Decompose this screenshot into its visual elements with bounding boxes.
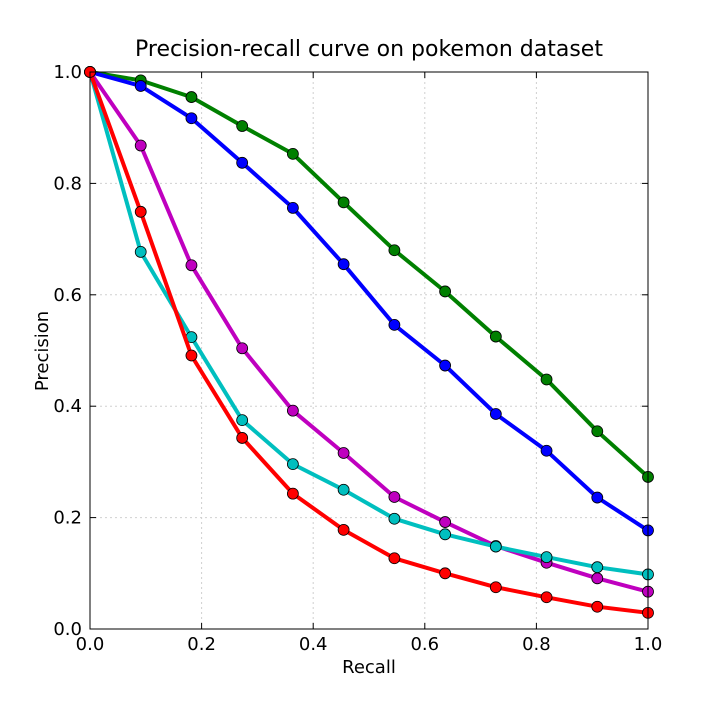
data-point-red [540,591,553,604]
data-point-blue [185,112,198,125]
data-point-green [489,330,502,343]
data-point-cyan [286,458,299,471]
series-line-magenta [88,70,649,594]
data-point-blue [388,318,401,331]
data-point-red [337,523,350,536]
data-point-magenta [388,491,401,503]
data-point-red [236,432,249,444]
data-point-cyan [134,246,147,258]
series-red [84,66,654,619]
data-point-red [185,349,198,362]
ticks: 0.0 0.2 0.4 0.6 0.8 1.0 0.0 0.2 0.4 0.6 0.8 1.0 [53,62,662,655]
data-point-cyan [388,512,401,525]
data-point-green [286,147,299,160]
x-tick-label: 0.6 [410,634,439,655]
data-point-blue [540,444,553,457]
y-tick-label: 1.0 [53,62,82,83]
y-tick-label: 0.0 [53,619,82,640]
chart-title: Precision-recall curve on pokemon datase… [135,37,603,62]
series-line-red [88,71,649,615]
data-point-red [439,567,452,580]
y-tick-label: 0.8 [53,173,82,194]
plot-frame [89,71,649,630]
y-tick-label: 0.6 [53,285,82,306]
data-point-green [337,196,350,209]
x-axis-label: Recall [342,657,396,678]
x-tick-label: 1.0 [634,634,663,655]
series-line-blue [89,70,650,533]
y-tick-label: 0.4 [53,396,82,417]
data-point-green [185,91,198,103]
data-point-red [286,487,299,500]
data-point-red [591,600,604,613]
x-tick-label: 0.4 [299,634,328,655]
data-point-cyan [337,483,350,496]
data-point-green [540,373,553,386]
series-line-cyan [88,71,649,577]
series-layer [84,66,654,619]
data-point-blue [286,202,299,214]
data-point-blue [439,359,452,372]
data-point-blue [236,156,249,169]
data-point-magenta [337,447,350,459]
x-tick-label: 0.0 [76,634,105,655]
data-point-cyan [236,414,249,427]
series-magenta [84,66,654,598]
series-cyan [84,66,654,581]
data-point-green [591,425,604,438]
data-point-blue [489,408,502,420]
x-tick-label: 0.8 [522,634,551,655]
data-point-red [134,205,147,218]
data-point-magenta [286,404,299,417]
data-point-cyan [540,551,553,564]
data-point-blue [134,80,147,92]
series-green [84,66,654,483]
y-tick-label: 0.2 [53,508,82,529]
data-point-green [439,285,452,298]
data-point-blue [591,491,604,504]
data-point-magenta [185,259,198,272]
data-point-magenta [439,516,452,528]
data-point-cyan [489,540,502,553]
data-point-red [489,581,502,594]
data-point-magenta [591,572,604,585]
data-point-blue [337,258,350,271]
data-point-green [388,244,401,257]
y-axis-label: Precision [32,311,53,391]
data-point-magenta [134,139,147,152]
x-tick-label: 0.2 [187,634,216,655]
series-line-green [89,70,650,479]
data-point-green [236,120,249,132]
data-point-cyan [591,561,604,574]
data-point-cyan [439,528,452,541]
data-point-magenta [236,342,249,355]
data-point-red [388,552,401,565]
